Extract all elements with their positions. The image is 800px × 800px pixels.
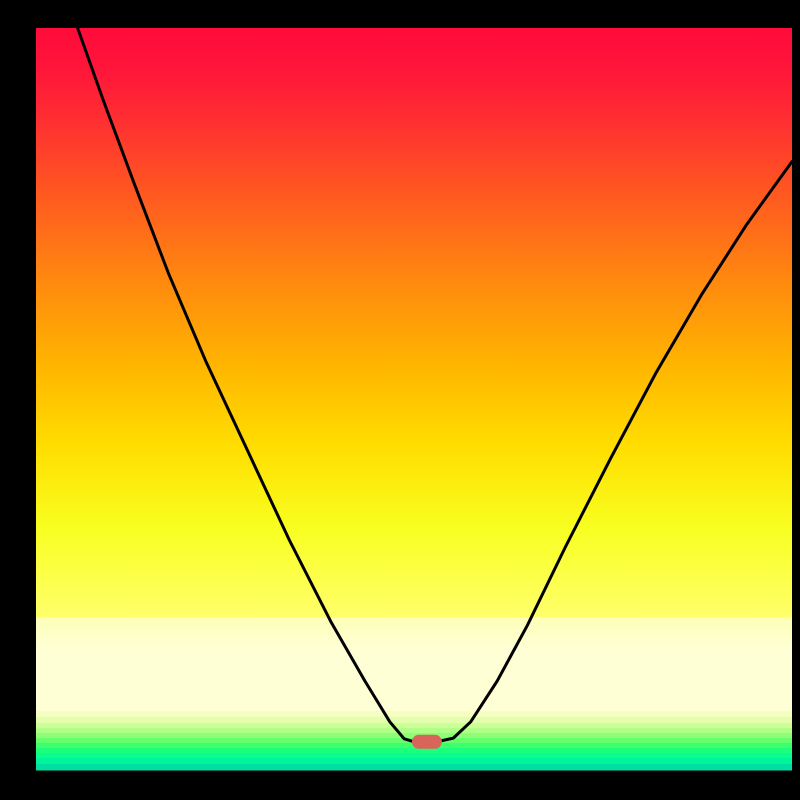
band bbox=[36, 711, 792, 718]
bottom-bands bbox=[36, 703, 792, 771]
band bbox=[36, 748, 792, 754]
band bbox=[36, 703, 792, 712]
band bbox=[36, 753, 792, 759]
chart-container: TheBottleneck.com bbox=[0, 0, 800, 800]
band bbox=[36, 723, 792, 729]
plot-area bbox=[0, 0, 800, 800]
bottleneck-chart bbox=[0, 0, 800, 800]
gradient-panel bbox=[36, 28, 792, 704]
band bbox=[36, 758, 792, 765]
band bbox=[36, 717, 792, 724]
valley-marker bbox=[412, 735, 442, 749]
band bbox=[36, 764, 792, 771]
band bbox=[36, 728, 792, 734]
